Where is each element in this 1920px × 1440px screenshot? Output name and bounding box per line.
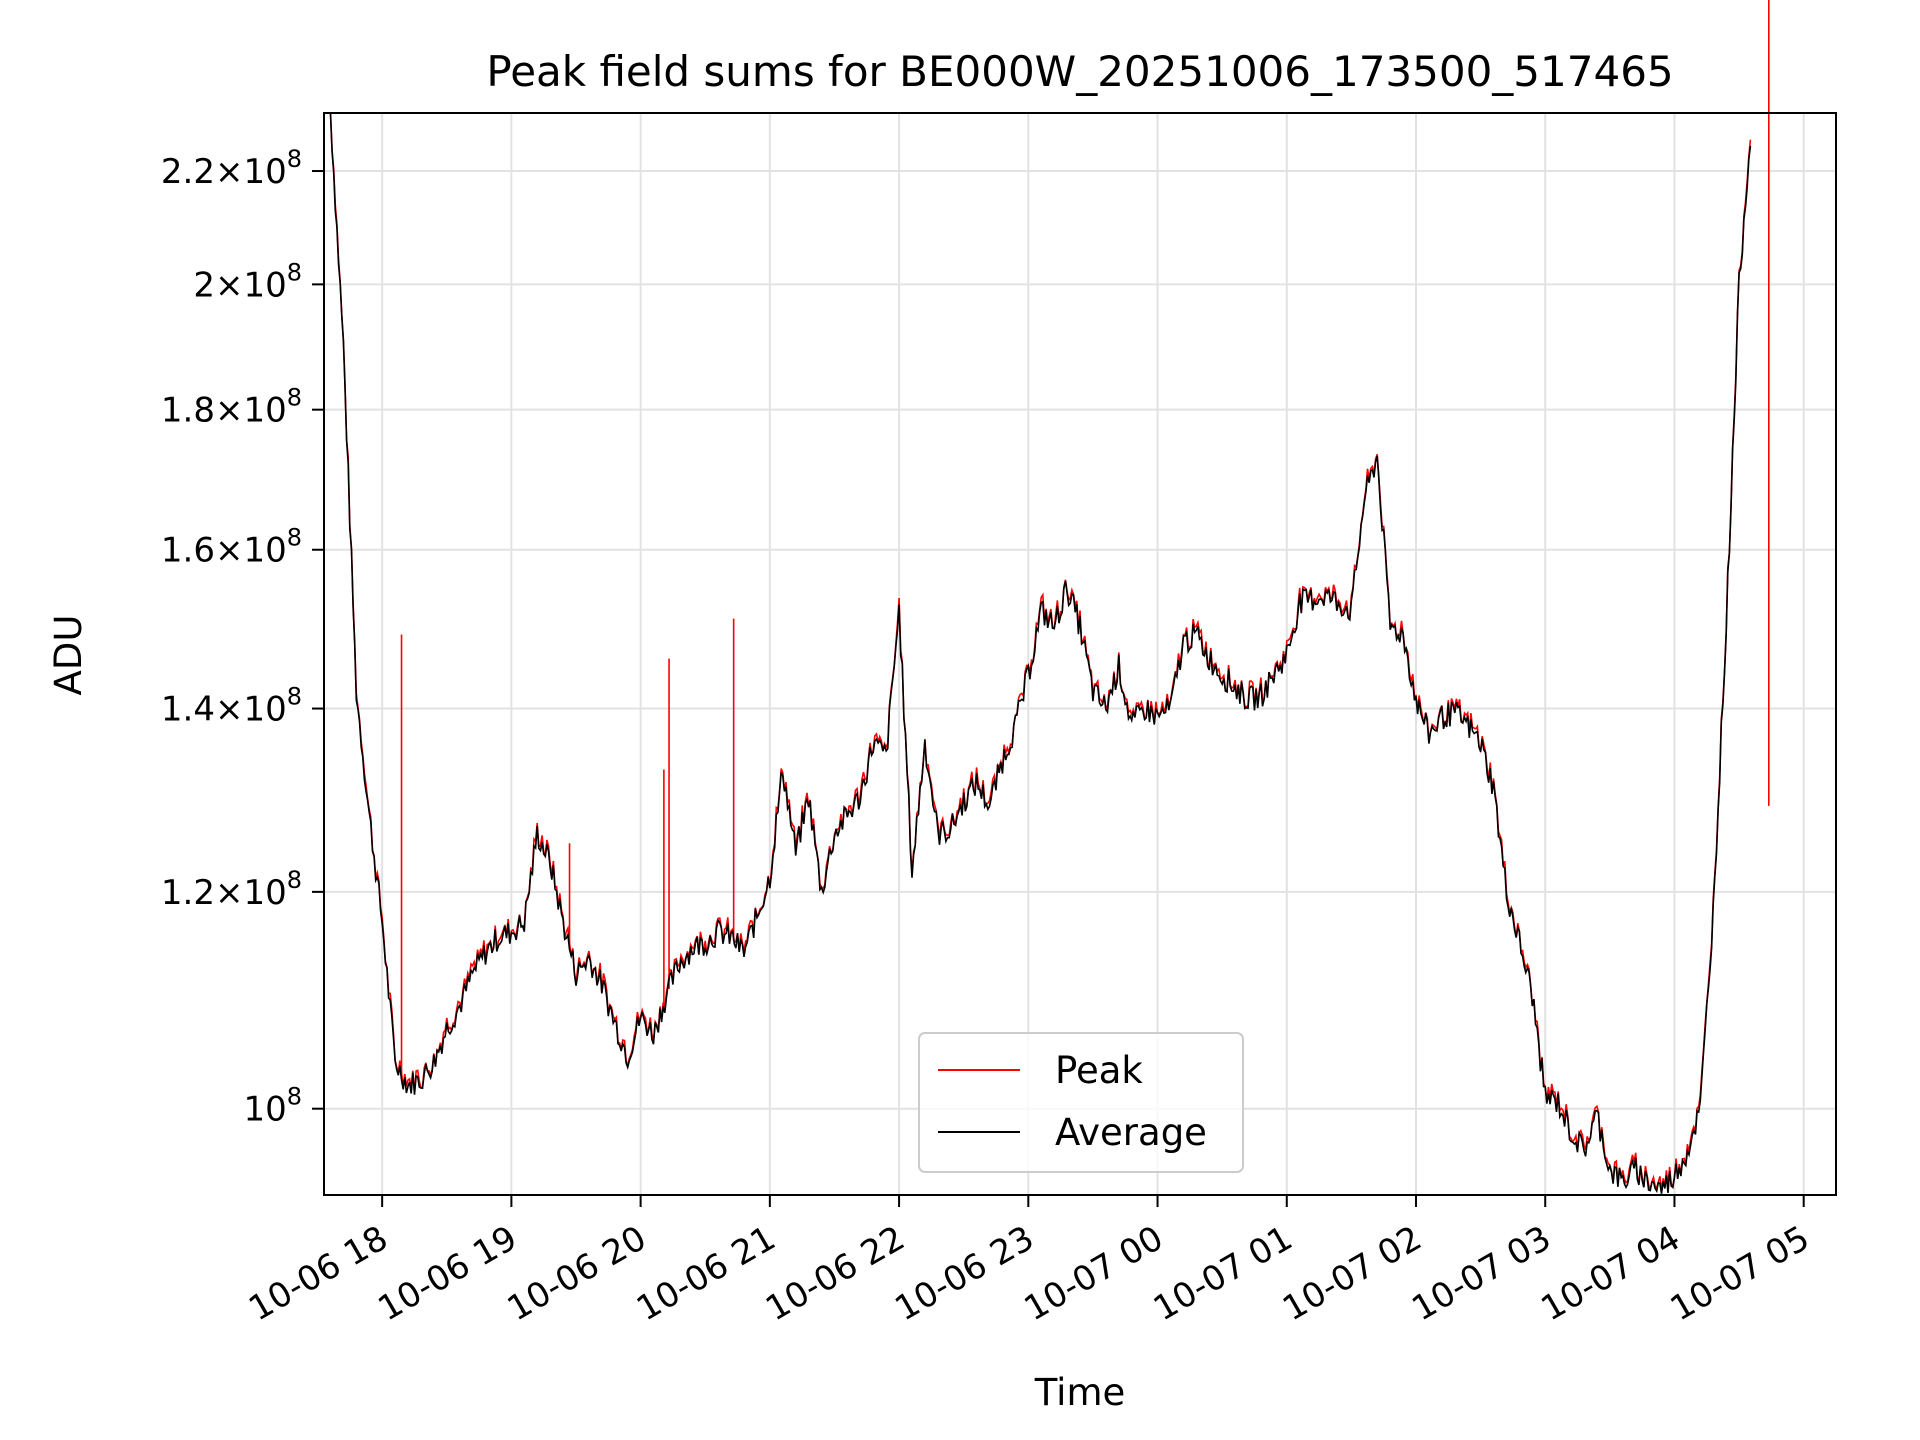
y-tick-mantissa: 2.2	[161, 152, 215, 192]
y-tick-base: 10	[243, 391, 286, 431]
y-tick-exponent: 8	[287, 145, 302, 173]
y-axis-label: ADU	[47, 615, 90, 696]
y-tick-base: 10	[243, 531, 286, 571]
y-tick-exponent: 8	[287, 384, 302, 412]
y-tick-times: ×	[215, 690, 244, 730]
y-tick-exponent: 8	[287, 683, 302, 711]
legend-box	[918, 1032, 1244, 1173]
legend: Peak Average	[918, 1032, 1244, 1173]
y-tick-exponent: 8	[287, 524, 302, 552]
y-tick-times: ×	[215, 265, 244, 305]
y-tick-times: ×	[215, 531, 244, 571]
y-tick-mantissa: 1.2	[161, 873, 215, 913]
y-tick-mantissa: 1.6	[161, 531, 215, 571]
y-tick-label: 108	[243, 1083, 302, 1130]
x-axis-label: Time	[1034, 1371, 1126, 1414]
chart-title: Peak field sums for BE000W_20251006_1735…	[486, 47, 1673, 96]
y-tick-times: ×	[215, 873, 244, 913]
y-tick-base: 10	[243, 873, 286, 913]
y-tick-base: 10	[243, 1090, 286, 1130]
legend-peak-label: Peak	[1055, 1049, 1143, 1092]
y-tick-base: 10	[243, 265, 286, 305]
y-tick-label: 1.4×108	[161, 683, 302, 730]
y-tick-times: ×	[215, 152, 244, 192]
series-layer	[329, 0, 1770, 1194]
y-axis-ticks: 1081.2×1081.4×1081.6×1081.8×1082×1082.2×…	[161, 145, 324, 1130]
y-tick-label: 1.8×108	[161, 384, 302, 431]
plot-frame	[323, 112, 1837, 1196]
y-tick-exponent: 8	[287, 866, 302, 894]
y-tick-label: 1.6×108	[161, 524, 302, 571]
legend-average-label: Average	[1055, 1111, 1207, 1154]
y-tick-times: ×	[215, 391, 244, 431]
y-tick-exponent: 8	[287, 258, 302, 286]
y-tick-label: 1.2×108	[161, 866, 302, 913]
y-tick-label: 2×108	[193, 258, 302, 305]
average-series-line	[329, 113, 1752, 1194]
y-tick-mantissa: 2	[193, 265, 215, 305]
y-tick-base: 10	[243, 152, 286, 192]
y-tick-mantissa: 1.4	[161, 690, 215, 730]
y-tick-exponent: 8	[287, 1083, 302, 1111]
y-tick-mantissa: 1.8	[161, 391, 215, 431]
y-tick-label: 2.2×108	[161, 145, 302, 192]
y-tick-base: 10	[243, 690, 286, 730]
